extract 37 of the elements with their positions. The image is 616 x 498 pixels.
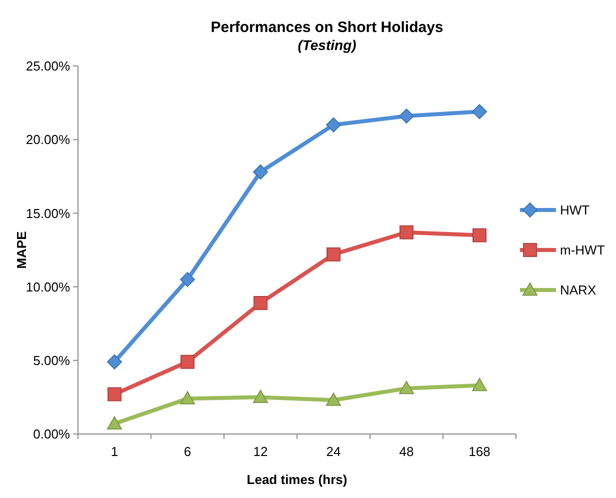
y-tick-label: 15.00% (26, 206, 70, 221)
point (253, 164, 268, 180)
y-axis-title: MAPE (14, 230, 29, 269)
legend-label: m-HWT (560, 242, 605, 258)
point (472, 104, 487, 120)
y-tick-label: 5.00% (33, 352, 70, 368)
point (472, 378, 487, 392)
x-tick-label: 12 (253, 444, 268, 459)
x-tick-label: 48 (399, 444, 414, 459)
point (180, 391, 195, 404)
legend-label: NARX (560, 282, 596, 298)
point (180, 272, 195, 287)
x-tick-label: 168 (468, 444, 490, 459)
point (107, 416, 122, 430)
x-axis-title: Lead times (hrs) (246, 472, 348, 487)
point (253, 390, 268, 403)
point (399, 380, 414, 394)
x-tick-label: 6 (184, 444, 192, 459)
x-tick-label: 1 (110, 444, 118, 459)
legend-label: HWT (560, 202, 590, 218)
chart-subtitle: (Testing) (298, 37, 357, 53)
point (472, 228, 486, 242)
point (399, 108, 414, 124)
point (254, 296, 268, 310)
point (326, 117, 341, 132)
chart-title: Performances on Short Holidays (210, 19, 444, 36)
y-tick-label: 20.00% (26, 132, 70, 148)
y-tick-label: 10.00% (26, 279, 70, 294)
point (107, 354, 122, 370)
point (108, 387, 122, 402)
y-tick-label: 25.00% (26, 58, 70, 74)
x-tick-label: 24 (326, 444, 341, 459)
point (180, 354, 194, 369)
point (326, 247, 340, 262)
y-tick-label: 0.00% (33, 426, 70, 442)
point (326, 392, 341, 406)
point (400, 225, 414, 240)
